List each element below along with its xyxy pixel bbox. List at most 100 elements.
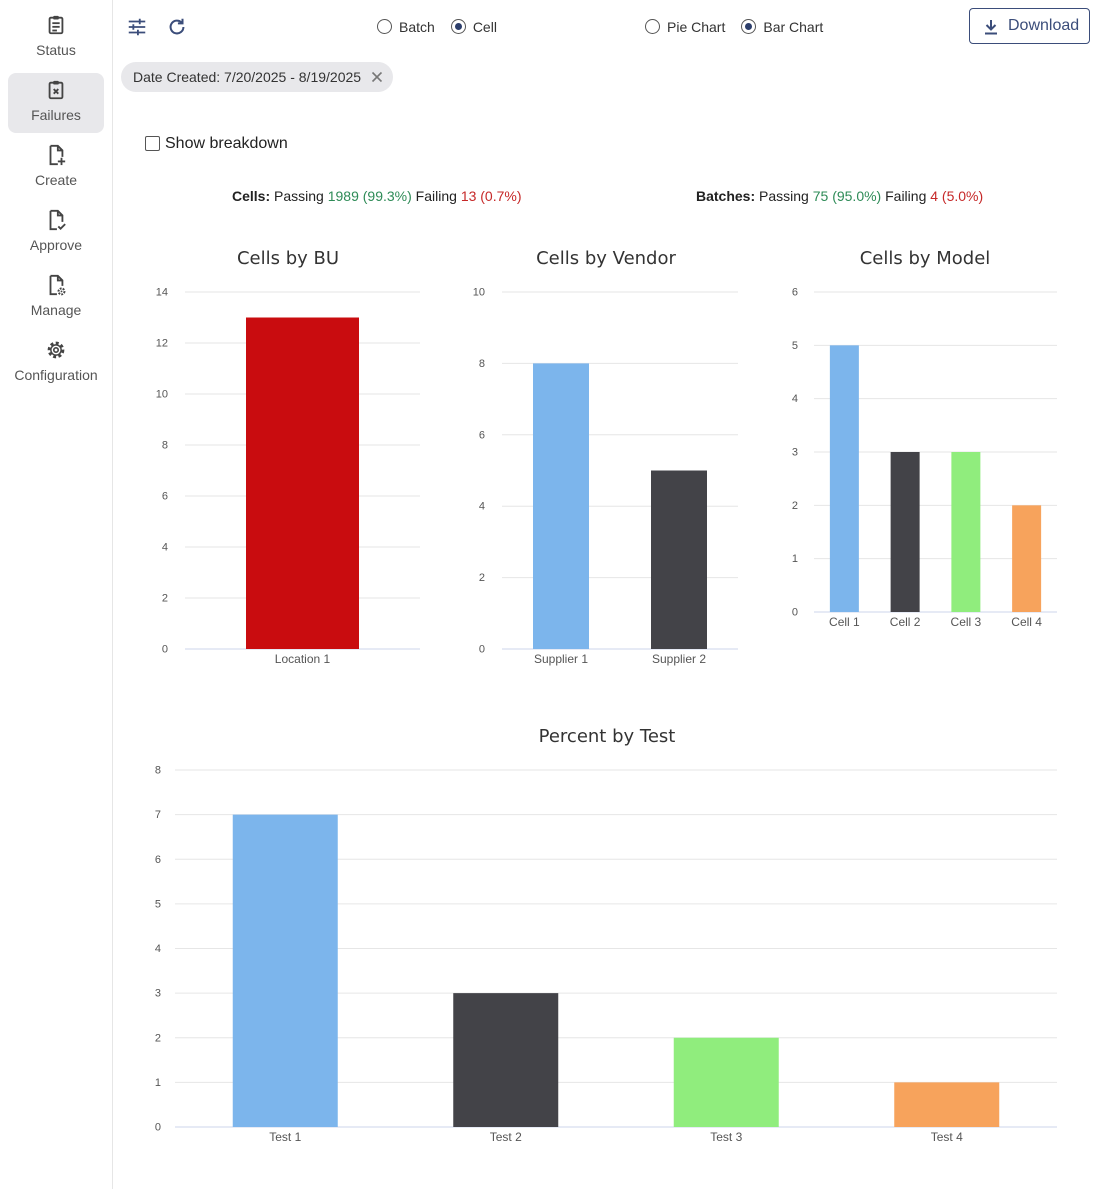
chart-title: Cells by Model [860,248,991,269]
sidebar-item-status[interactable]: Status [8,8,104,68]
y-tick-label: 0 [792,607,798,619]
sidebar-item-create[interactable]: Create [8,138,104,198]
y-tick-label: 0 [162,644,168,656]
y-tick-label: 6 [792,287,798,299]
batches-summary: Batches: Passing 75 (95.0%) Failing 4 (5… [696,188,983,204]
sidebar-item-approve[interactable]: Approve [8,203,104,263]
y-tick-label: 8 [162,440,168,452]
cells-passing-value: 1989 (99.3%) [327,188,412,204]
y-tick-label: 10 [156,389,168,401]
radio-batch[interactable]: Batch [377,17,435,37]
download-label: Download [1008,17,1080,34]
clipboard-list-icon [48,15,64,35]
sidebar-item-label: Status [36,42,76,58]
cells-summary: Cells: Passing 1989 (99.3%) Failing 13 (… [232,188,522,204]
y-tick-label: 2 [155,1032,161,1044]
file-gear-icon [49,274,66,296]
y-tick-label: 0 [479,644,485,656]
y-tick-label: 3 [792,447,798,459]
bar [453,993,559,1127]
radio-cell[interactable]: Cell [450,17,497,37]
y-tick-label: 2 [162,593,168,605]
chart-title: Cells by Vendor [536,248,676,269]
sidebar-item-label: Approve [29,237,83,253]
tune-icon[interactable] [126,16,148,38]
batches-summary-title: Batches: [696,188,756,204]
filter-chip-label: Date Created: 7/20/2025 - 8/19/2025 [133,69,362,85]
sidebar: Status Failures Create Approve [0,0,113,1189]
bar [651,470,707,649]
x-tick-label: Cell 4 [1011,615,1042,629]
radio-label: Pie Chart [667,19,726,35]
filter-chip[interactable]: Date Created: 7/20/2025 - 8/19/2025 [121,62,393,92]
y-tick-label: 3 [155,988,161,1000]
x-tick-label: Supplier 2 [652,652,706,666]
cells-failing-value: 13 (0.7%) [460,188,522,204]
y-tick-label: 6 [479,429,485,441]
radio-indicator [450,19,466,34]
gear-icon [47,341,65,359]
y-tick-label: 7 [155,809,161,821]
cells-failing-label: Failing [415,188,457,204]
batches-passing-value: 75 (95.0%) [812,188,882,204]
radio-indicator [377,19,392,34]
sidebar-item-manage[interactable]: Manage [8,268,104,328]
x-tick-label: Cell 1 [829,615,860,629]
sidebar-item-label: Create [34,172,78,188]
sidebar-item-label: Configuration [14,367,98,383]
y-tick-label: 4 [792,393,798,405]
radio-bar-chart[interactable]: Bar Chart [741,17,823,37]
y-tick-label: 6 [155,854,161,866]
bar [533,363,589,649]
y-tick-label: 10 [473,287,485,299]
cells-summary-title: Cells: [232,188,271,204]
close-icon[interactable] [371,71,383,83]
sidebar-item-label: Manage [30,302,82,318]
radio-label: Batch [399,19,435,35]
y-tick-label: 4 [155,943,161,955]
y-tick-label: 14 [156,287,168,299]
clipboard-x-icon [48,80,64,100]
y-tick-label: 2 [792,500,798,512]
radio-label: Bar Chart [763,19,824,35]
chart-title: Percent by Test [539,726,676,747]
bar [951,452,981,612]
show-breakdown-label: Show breakdown [165,135,288,152]
x-tick-label: Cell 3 [951,615,982,629]
chart-type-radio-group: Pie Chart Bar Chart [645,17,839,37]
y-tick-label: 5 [792,340,798,352]
bar [894,1082,1000,1127]
y-tick-label: 0 [155,1122,161,1134]
download-button[interactable]: Download [969,8,1090,44]
bar [673,1037,779,1127]
radio-label: Cell [472,19,497,35]
x-tick-label: Test 4 [931,1130,963,1144]
y-tick-label: 2 [479,572,485,584]
checkbox-box [145,136,160,151]
radio-indicator [645,19,660,34]
bar [246,317,359,649]
x-tick-label: Test 2 [490,1130,522,1144]
y-tick-label: 5 [155,898,161,910]
y-tick-label: 8 [155,765,161,777]
show-breakdown-checkbox[interactable]: Show breakdown [145,134,288,154]
batches-passing-label: Passing [759,188,809,204]
sidebar-item-label: Failures [31,107,81,123]
y-tick-label: 12 [156,338,168,350]
download-icon [985,20,997,35]
radio-pie-chart[interactable]: Pie Chart [645,17,725,37]
y-tick-label: 4 [162,542,168,554]
refresh-icon[interactable] [166,16,188,38]
y-tick-label: 1 [155,1077,161,1089]
mode-radio-group: Batch Cell [377,17,513,37]
bar [232,814,338,1127]
y-tick-label: 6 [162,491,168,503]
cells-passing-label: Passing [274,188,324,204]
x-tick-label: Test 1 [269,1130,301,1144]
batches-failing-value: 4 (5.0%) [930,188,984,204]
sidebar-item-configuration[interactable]: Configuration [8,333,104,393]
radio-indicator [741,19,757,34]
sidebar-item-failures[interactable]: Failures [8,73,104,133]
y-tick-label: 4 [479,501,485,513]
